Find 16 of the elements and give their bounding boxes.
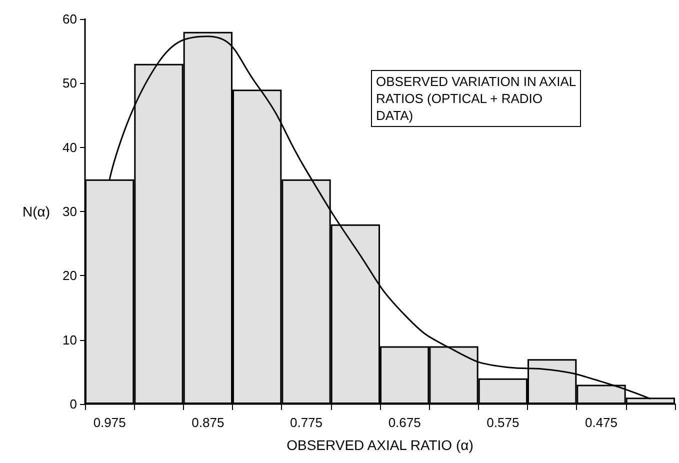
y-tick-label: 30	[62, 204, 77, 219]
annotation: OBSERVED VARIATION IN AXIAL RATIOS (OPTICAL + RADIO DATA)	[376, 73, 576, 124]
y-tick-label: 10	[62, 332, 77, 348]
y-tick-label: 50	[62, 76, 77, 91]
x-tick-label: 0.975	[93, 415, 126, 430]
x-tick-label: 0.775	[290, 415, 323, 430]
x-tick-label: 0.675	[388, 415, 421, 430]
y-tick-label: 40	[62, 140, 77, 155]
x-axis-title: OBSERVED AXIAL RATIO (α)	[286, 437, 474, 453]
x-tick-label: 0.875	[192, 415, 224, 430]
x-tick-label: 0.475	[584, 415, 618, 430]
y-tick-label: 0	[70, 396, 77, 412]
y-tick-label: 20	[62, 268, 77, 284]
y-tick-label: 60	[62, 12, 77, 26]
x-tick-label: 0.575	[486, 415, 520, 430]
y-axis-title: N(α)	[22, 204, 50, 220]
